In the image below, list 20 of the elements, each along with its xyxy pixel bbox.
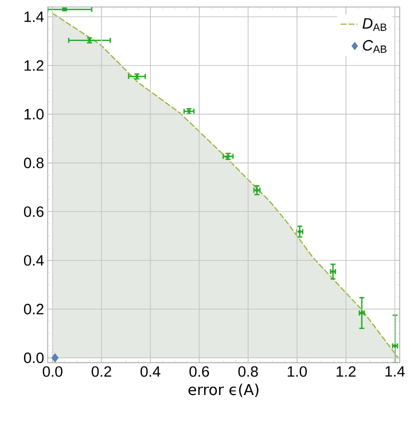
y-tick-label: 0.8 <box>24 158 44 168</box>
y-tick-label: 1.4 <box>24 12 44 22</box>
x-tick-label: 0.0 <box>42 366 62 377</box>
x-tick-label: 0.6 <box>189 366 209 377</box>
x-tick-label: 0.8 <box>238 366 258 377</box>
x-tick-label: 0.2 <box>92 366 112 377</box>
y-tick-label: 0.2 <box>24 304 44 314</box>
x-tick-label: 1.0 <box>288 366 307 377</box>
y-tick-label: 1.0 <box>24 108 44 120</box>
x-tick-label: 1.2 <box>336 366 356 377</box>
y-tick-label: 0.0 <box>24 352 44 364</box>
legend-label: D$_{AB}$ <box>362 18 386 31</box>
y-tick-label: 0.4 <box>24 255 44 266</box>
x-tick-label: 1.4 <box>386 366 405 376</box>
x-axis-title: error ϵ(A) <box>188 384 258 397</box>
point <box>51 353 59 363</box>
x-tick-label: 0.4 <box>140 366 160 377</box>
legend-label: C$_{AB}$ <box>362 40 386 53</box>
y-tick-label: 1.2 <box>24 60 44 71</box>
y-tick-label: 0.6 <box>24 206 44 217</box>
